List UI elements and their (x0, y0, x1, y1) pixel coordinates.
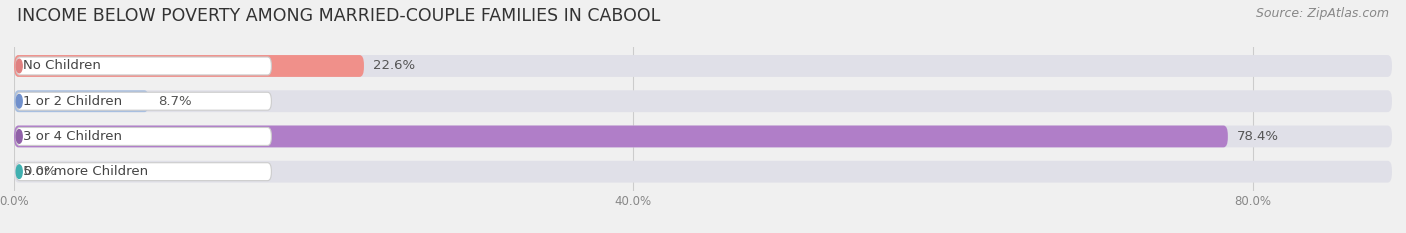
Text: 5 or more Children: 5 or more Children (22, 165, 148, 178)
Text: No Children: No Children (22, 59, 101, 72)
FancyBboxPatch shape (15, 92, 271, 110)
Circle shape (17, 59, 22, 73)
FancyBboxPatch shape (14, 161, 1392, 183)
Text: 3 or 4 Children: 3 or 4 Children (22, 130, 122, 143)
Circle shape (17, 94, 22, 108)
Text: Source: ZipAtlas.com: Source: ZipAtlas.com (1256, 7, 1389, 20)
FancyBboxPatch shape (14, 126, 1227, 147)
Text: 78.4%: 78.4% (1237, 130, 1279, 143)
FancyBboxPatch shape (14, 55, 1392, 77)
FancyBboxPatch shape (14, 90, 1392, 112)
Circle shape (17, 165, 22, 178)
FancyBboxPatch shape (15, 163, 271, 181)
FancyBboxPatch shape (14, 55, 364, 77)
Text: INCOME BELOW POVERTY AMONG MARRIED-COUPLE FAMILIES IN CABOOL: INCOME BELOW POVERTY AMONG MARRIED-COUPL… (17, 7, 661, 25)
FancyBboxPatch shape (15, 127, 271, 145)
Text: 0.0%: 0.0% (24, 165, 56, 178)
Text: 1 or 2 Children: 1 or 2 Children (22, 95, 122, 108)
FancyBboxPatch shape (15, 57, 271, 75)
Text: 8.7%: 8.7% (157, 95, 191, 108)
FancyBboxPatch shape (14, 126, 1392, 147)
FancyBboxPatch shape (14, 90, 149, 112)
Text: 22.6%: 22.6% (373, 59, 415, 72)
Circle shape (17, 130, 22, 143)
